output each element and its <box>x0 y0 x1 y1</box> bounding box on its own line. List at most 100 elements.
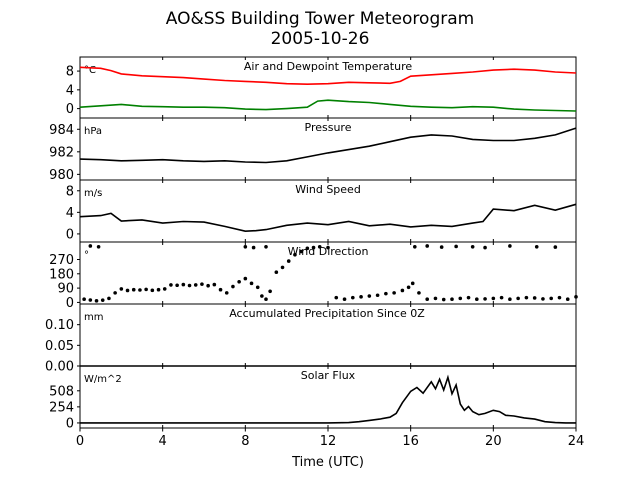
data-point <box>574 295 578 299</box>
data-point <box>150 288 155 293</box>
panel-unit: hPa <box>84 126 102 137</box>
y-tick-label: 982 <box>49 145 74 160</box>
data-point <box>100 298 105 302</box>
data-point <box>280 265 285 270</box>
data-point <box>243 244 248 249</box>
data-point <box>425 297 430 302</box>
data-point <box>251 245 256 250</box>
data-point <box>532 296 537 300</box>
x-tick-label: 4 <box>159 434 167 449</box>
data-point <box>433 296 438 301</box>
data-point <box>305 246 310 251</box>
data-point <box>156 287 161 292</box>
data-point <box>359 295 363 299</box>
panel-title: Wind Speed <box>295 183 361 196</box>
data-point <box>317 244 322 249</box>
y-tick-label: 0.05 <box>45 339 74 354</box>
y-tick-label: 0.00 <box>45 360 74 375</box>
data-point <box>417 291 421 295</box>
data-point <box>534 244 539 249</box>
panel-2: 0 4 8 Wind Speed m/s <box>66 179 577 243</box>
y-tick-label: 980 <box>49 168 74 183</box>
series-line-0 <box>80 374 576 424</box>
data-point <box>351 295 355 300</box>
data-point <box>131 287 136 292</box>
data-point <box>113 291 117 295</box>
data-point <box>88 244 93 248</box>
data-point <box>255 285 260 290</box>
x-tick-label: 24 <box>568 434 585 449</box>
panel-unit: mm <box>84 312 103 323</box>
data-point <box>212 282 217 287</box>
data-point <box>549 296 553 301</box>
data-point <box>268 289 272 294</box>
panel-1: 980 982 984 Pressure hPa <box>49 117 577 183</box>
x-tick-label: 8 <box>241 434 249 449</box>
data-point <box>125 288 130 293</box>
y-tick-label: 180 <box>49 267 74 282</box>
x-axis: 0 4 8 12 16 20 24 <box>76 428 584 449</box>
data-point <box>218 287 223 292</box>
data-point <box>94 299 99 303</box>
x-tick-label: 20 <box>485 434 502 449</box>
data-point <box>88 298 93 302</box>
data-point <box>392 291 396 295</box>
x-tick-label: 0 <box>76 434 84 449</box>
panel-title: Solar Flux <box>301 369 356 382</box>
data-point <box>175 283 179 288</box>
y-tick-label: 4 <box>66 206 74 221</box>
data-point <box>231 284 235 289</box>
x-axis-label: Time (UTC) <box>291 455 364 470</box>
data-point <box>439 245 444 249</box>
data-point <box>470 244 475 249</box>
data-point <box>450 297 454 302</box>
series-line-0 <box>79 66 577 86</box>
data-point <box>243 276 248 281</box>
data-point <box>200 282 204 286</box>
data-point <box>162 287 167 291</box>
panel-title: Pressure <box>305 121 352 134</box>
data-point <box>187 283 192 288</box>
data-point <box>144 287 148 292</box>
data-point <box>193 283 198 287</box>
y-tick-label: 0.10 <box>45 318 74 333</box>
data-point <box>508 244 512 248</box>
data-point <box>466 295 471 300</box>
data-point <box>367 294 372 298</box>
data-point <box>224 291 229 295</box>
data-point <box>384 291 388 296</box>
y-tick-label: 270 <box>49 253 74 268</box>
y-tick-label: 508 <box>49 384 74 399</box>
data-point <box>508 297 512 302</box>
data-point <box>138 288 142 292</box>
data-point <box>299 249 303 254</box>
data-point <box>483 297 487 301</box>
panel-0: 0 4 8 Air and Dewpoint Temperature °C <box>66 56 577 119</box>
data-point <box>475 297 479 302</box>
data-point <box>311 245 316 250</box>
y-tick-label: 4 <box>66 83 74 98</box>
data-point <box>524 295 529 300</box>
panel-title: Accumulated Precipitation Since 0Z <box>229 307 425 320</box>
data-point <box>206 283 210 288</box>
data-point <box>454 244 458 249</box>
data-point <box>406 285 411 290</box>
data-point <box>107 296 111 301</box>
data-point <box>516 296 520 301</box>
data-point <box>499 295 504 300</box>
data-point <box>264 244 268 249</box>
data-point <box>541 297 545 301</box>
panel-unit: ° <box>84 250 89 261</box>
data-point <box>249 281 254 286</box>
data-point <box>441 297 446 302</box>
data-point <box>82 297 86 302</box>
data-point <box>237 279 241 284</box>
y-tick-label: 0 <box>66 227 74 242</box>
data-point <box>400 288 405 293</box>
data-point <box>326 245 330 250</box>
data-point <box>491 296 496 301</box>
data-point <box>565 297 570 302</box>
